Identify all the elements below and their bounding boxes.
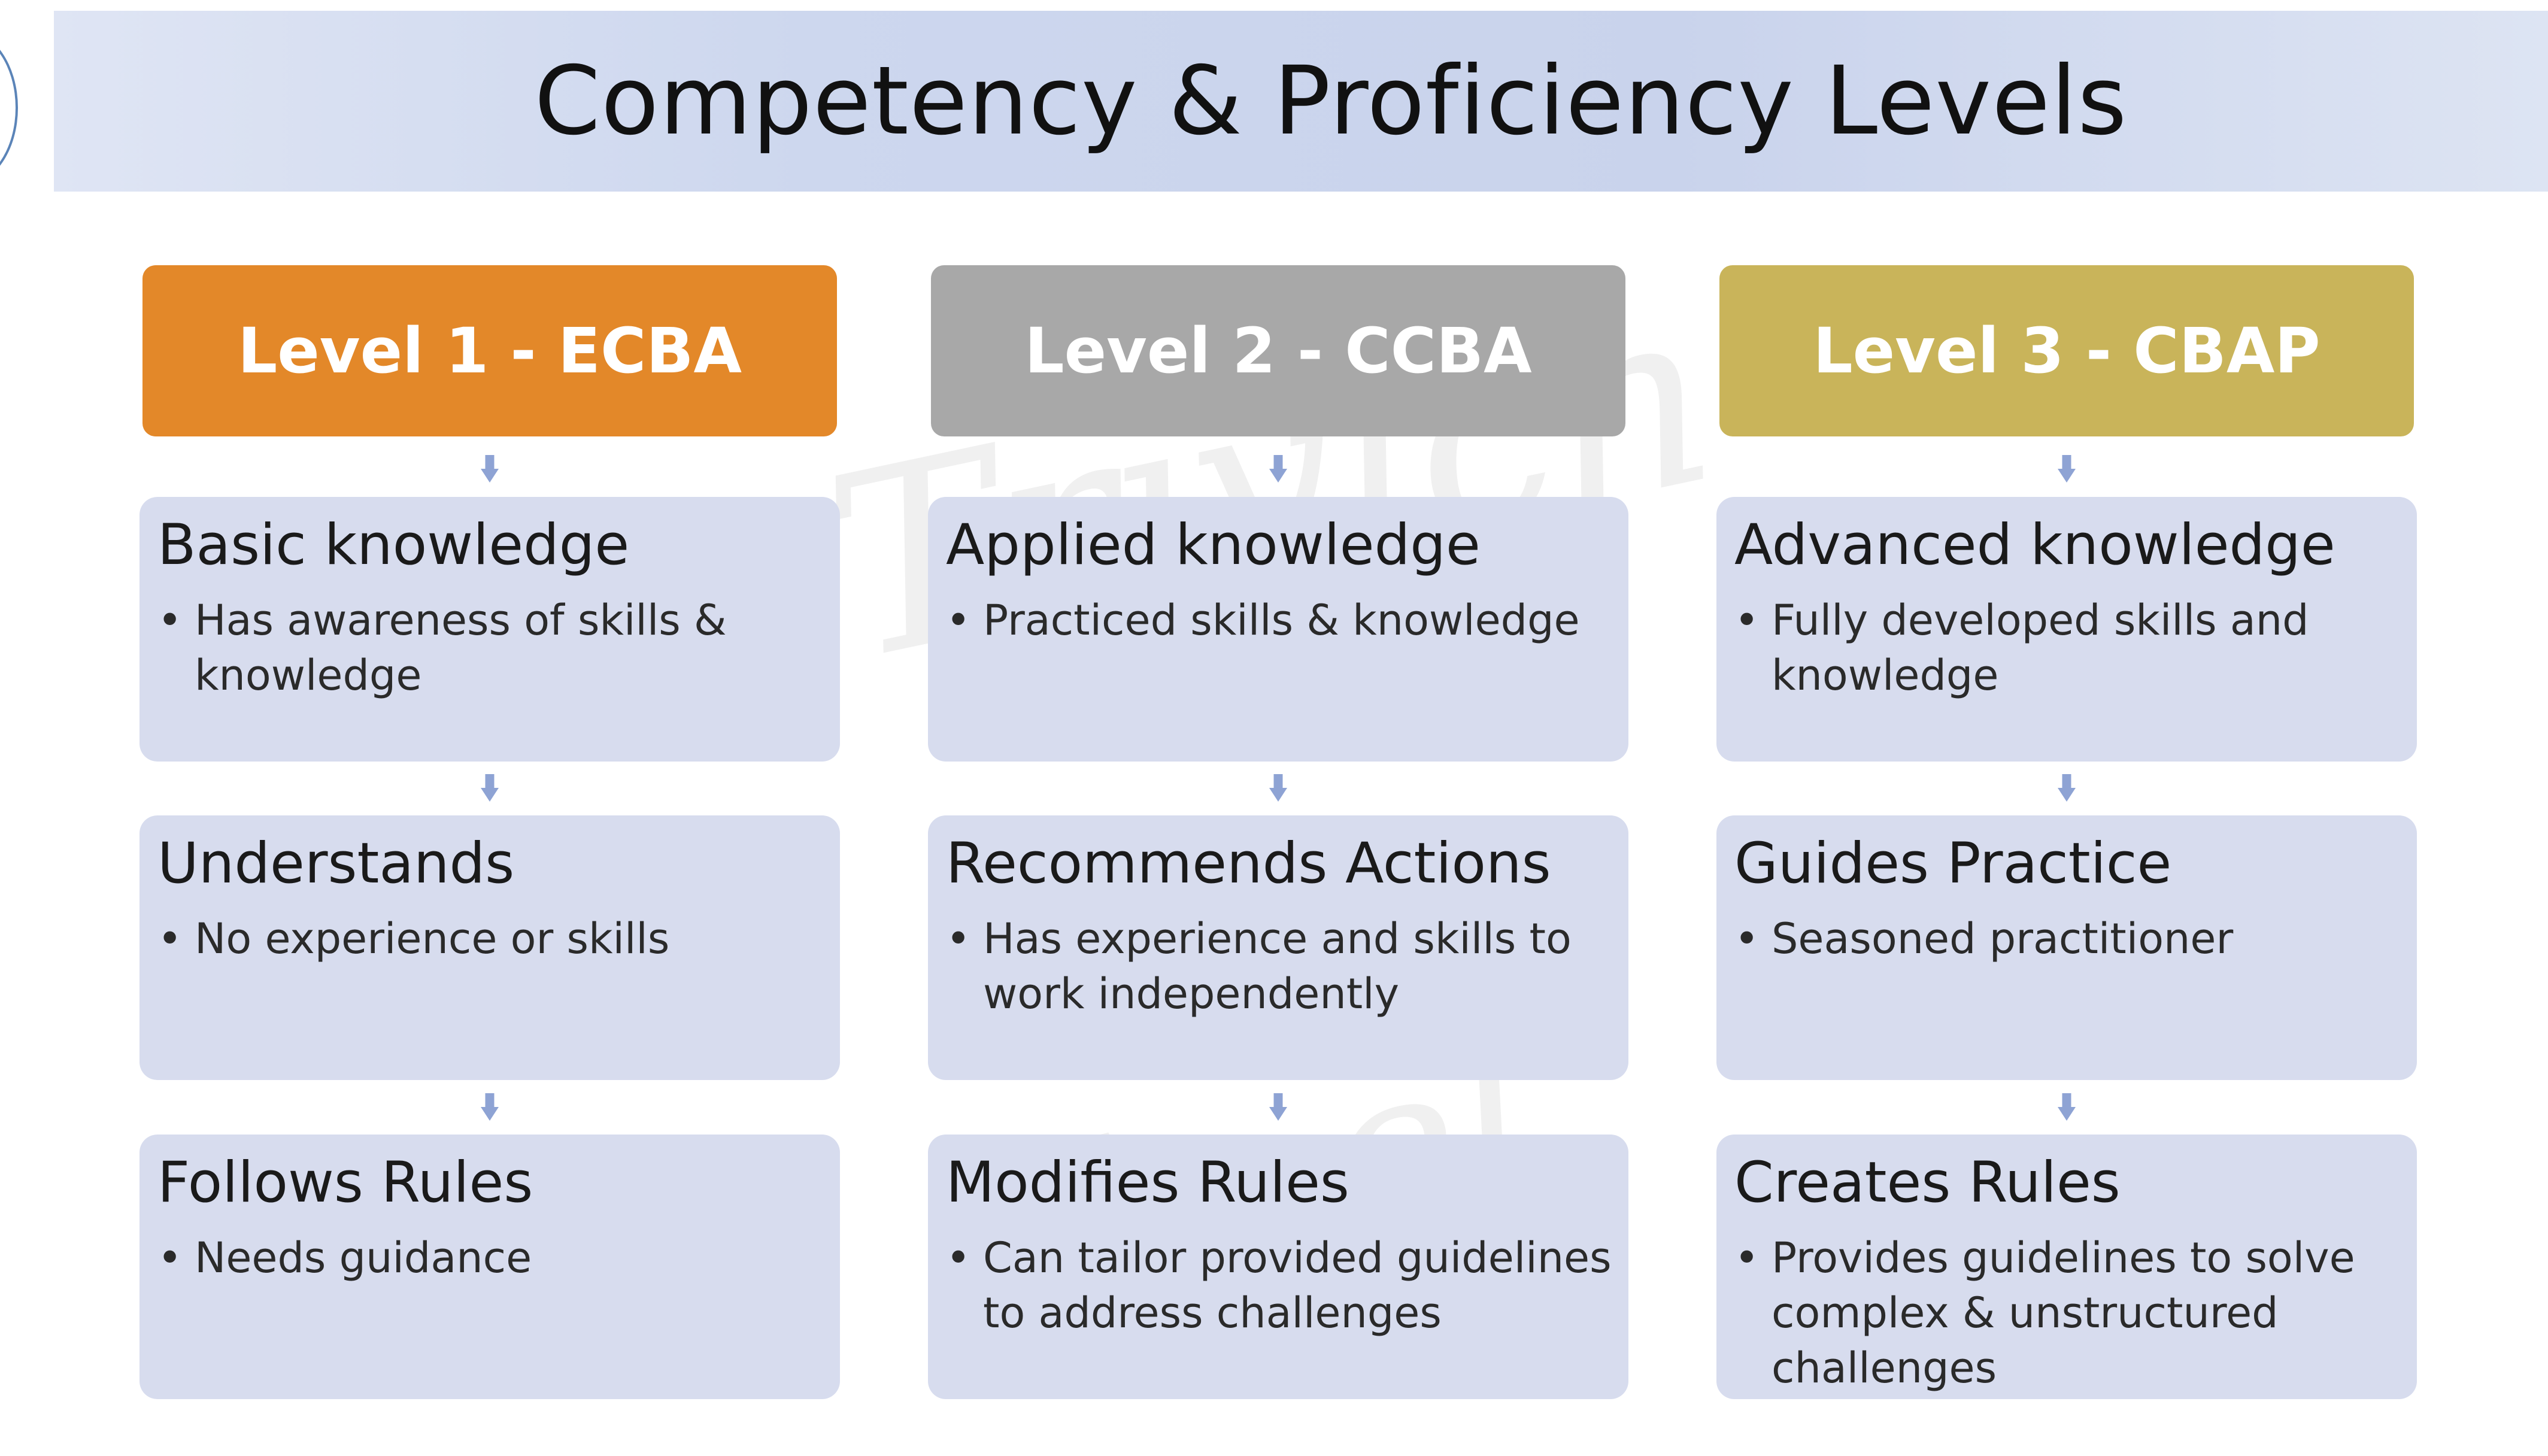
card-heading: Guides Practice [1734,831,2172,896]
down-arrow-icon [481,455,499,483]
level-2-card-rules: Modifies Rules Can tailor provided guide… [928,1135,1628,1399]
level-3-card-knowledge: Advanced knowledge Fully developed skill… [1716,497,2417,762]
title-banner: Competency & Proficiency Levels [54,11,2548,192]
down-arrow-icon [2058,455,2076,483]
level-2-header: Level 2 - CCBA [931,265,1625,436]
card-heading: Recommends Actions [946,831,1551,896]
level-3-card-rules: Creates Rules Provides guidelines to sol… [1716,1135,2417,1399]
card-heading: Creates Rules [1734,1150,2121,1215]
card-bullet: Needs guidance [157,1230,823,1285]
level-3-header: Level 3 - CBAP [1719,265,2414,436]
level-1-card-rules: Follows Rules Needs guidance [139,1135,840,1399]
level-1-card-knowledge: Basic knowledge Has awareness of skills … [139,497,840,762]
card-bullet: Practiced skills & knowledge [946,593,1612,648]
card-bullet: Seasoned practitioner [1734,911,2400,966]
card-bullet: No experience or skills [157,911,823,966]
level-1-card-practice: Understands No experience or skills [139,815,840,1080]
level-3-card-practice: Guides Practice Seasoned practitioner [1716,815,2417,1080]
card-bullet: Has experience and skills to work indepe… [946,911,1612,1021]
card-heading: Understands [157,831,515,896]
level-2-card-practice: Recommends Actions Has experience and sk… [928,815,1628,1080]
down-arrow-icon [1269,774,1287,802]
card-heading: Advanced knowledge [1734,512,2335,578]
page-title: Competency & Proficiency Levels [534,46,2128,156]
down-arrow-icon [481,1093,499,1121]
level-2-card-knowledge: Applied knowledge Practiced skills & kno… [928,497,1628,762]
down-arrow-icon [481,774,499,802]
card-heading: Follows Rules [157,1150,533,1215]
card-bullet: Can tailor provided guidelines to addres… [946,1230,1612,1340]
card-heading: Applied knowledge [946,512,1481,578]
logo-circle-icon [0,30,18,186]
card-bullet: Provides guidelines to solve complex & u… [1734,1230,2400,1396]
level-column-1: Level 1 - ECBA Basic knowledge Has aware… [139,0,840,1456]
down-arrow-icon [1269,1093,1287,1121]
down-arrow-icon [2058,1093,2076,1121]
down-arrow-icon [1269,455,1287,483]
level-column-3: Level 3 - CBAP Advanced knowledge Fully … [1716,0,2417,1456]
level-column-2: Level 2 - CCBA Applied knowledge Practic… [928,0,1628,1456]
card-heading: Basic knowledge [157,512,630,578]
down-arrow-icon [2058,774,2076,802]
level-1-header: Level 1 - ECBA [142,265,837,436]
card-bullet: Fully developed skills and knowledge [1734,593,2400,703]
card-heading: Modifies Rules [946,1150,1349,1215]
card-bullet: Has awareness of skills & knowledge [157,593,823,703]
